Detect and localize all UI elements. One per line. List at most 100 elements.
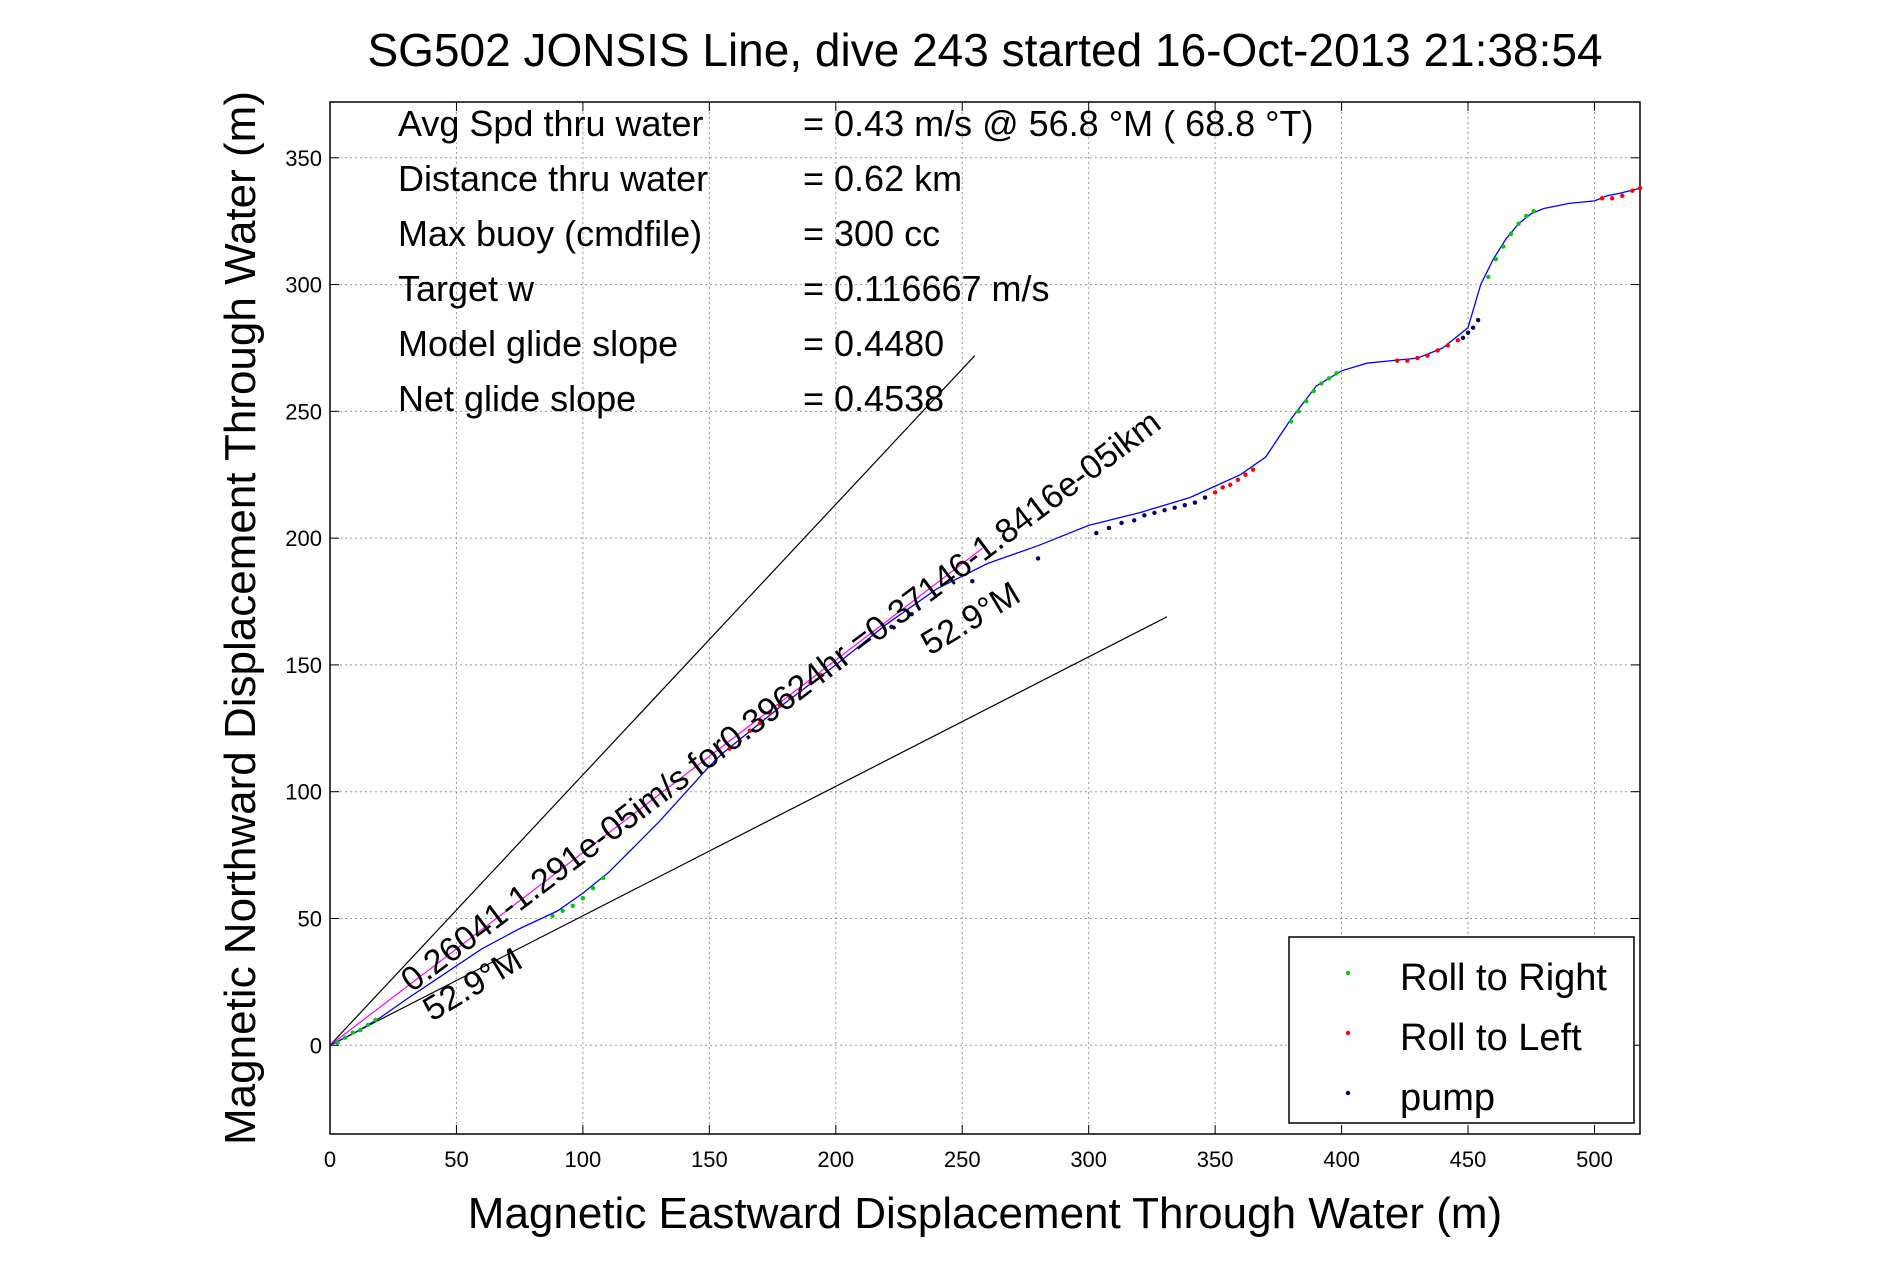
data-point (1630, 188, 1635, 193)
data-point (342, 1035, 348, 1040)
stat-label: Net glide slope (398, 378, 636, 419)
data-point (1319, 381, 1324, 386)
x-tick-label: 50 (444, 1147, 468, 1172)
legend-label: Roll to Left (1400, 1017, 1582, 1059)
data-point (1311, 388, 1316, 394)
legend: Roll to Right Roll to Left pump (1288, 936, 1635, 1124)
data-point (1228, 482, 1233, 488)
data-point (1516, 221, 1521, 226)
data-point (570, 903, 575, 908)
data-point (1296, 409, 1301, 414)
data-point (1172, 505, 1177, 510)
data-point (580, 895, 586, 901)
x-tick-label: 200 (817, 1147, 854, 1172)
data-point (1250, 467, 1256, 472)
data-point (808, 680, 813, 685)
stat-value: = 300 cc (803, 213, 940, 254)
x-tick-label: 300 (1070, 1147, 1107, 1172)
data-point (600, 875, 606, 881)
data-point (550, 913, 555, 919)
y-tick-label: 350 (285, 146, 322, 171)
y-tick-label: 200 (285, 526, 322, 551)
stat-label: Max buoy (cmdfile) (398, 213, 702, 254)
data-point (1493, 257, 1499, 262)
stat-label: Target w (398, 268, 535, 309)
data-point (737, 738, 742, 744)
data-point (1243, 472, 1248, 477)
data-point (788, 695, 793, 701)
data-point (1132, 518, 1137, 523)
data-point (767, 710, 773, 716)
data-point (1035, 556, 1041, 561)
data-point (1192, 500, 1198, 505)
data-point (1523, 213, 1529, 219)
stats-block: Avg Spd thru water = 0.43 m/s @ 56.8 °M … (398, 103, 1314, 419)
data-point (1220, 485, 1225, 490)
data-point (1445, 343, 1450, 348)
data-point (1152, 510, 1157, 515)
x-tick-label: 450 (1450, 1147, 1487, 1172)
y-tick-label: 250 (285, 399, 322, 424)
data-point (1106, 525, 1112, 531)
reference-line-wedge-lower (329, 616, 1168, 1046)
reference-line-current-vector (329, 547, 983, 1046)
data-point (335, 1040, 340, 1045)
stat-value: = 0.43 m/s @ 56.8 °M ( 68.8 °T) (803, 103, 1314, 144)
data-point (1435, 348, 1440, 353)
data-point (777, 703, 783, 708)
legend-marker (1345, 970, 1351, 976)
x-tick-label: 250 (944, 1147, 981, 1172)
reference-lines (329, 355, 1168, 1046)
data-point (1460, 335, 1466, 341)
data-point (1531, 208, 1536, 214)
legend-label: Roll to Right (1400, 957, 1607, 999)
data-point (1620, 193, 1625, 199)
stat-value: = 0.116667 m/s (803, 268, 1050, 309)
y-tick-label: 100 (285, 780, 322, 805)
data-point (1486, 274, 1491, 280)
track (329, 187, 1641, 1046)
x-tick-label: 0 (324, 1147, 336, 1172)
data-point (1212, 490, 1218, 495)
data-point (818, 672, 823, 678)
x-tick-label: 400 (1323, 1147, 1360, 1172)
data-point (1455, 338, 1461, 343)
y-tick-label: 50 (298, 906, 322, 931)
data-point (1415, 355, 1420, 361)
data-point (1119, 520, 1124, 526)
stat-label: Distance thru water (398, 158, 708, 199)
data-point (1326, 376, 1332, 381)
stat-value: = 0.4538 (803, 378, 944, 419)
stat-label: Model glide slope (398, 323, 678, 364)
data-point (747, 728, 753, 734)
chart-title: SG502 JONSIS Line, dive 243 started 16-O… (367, 24, 1602, 76)
y-axis-label: Magnetic Northward Displacement Through … (216, 91, 265, 1145)
y-tick-label: 0 (310, 1033, 322, 1058)
data-point (909, 611, 914, 617)
data-points (335, 186, 1643, 1045)
data-point (350, 1030, 355, 1035)
data-point (358, 1027, 363, 1033)
data-point (1182, 502, 1187, 508)
legend-label: pump (1400, 1077, 1495, 1119)
data-point (1470, 325, 1476, 330)
data-point (798, 688, 803, 693)
x-tick-label: 500 (1576, 1147, 1613, 1172)
data-point (727, 746, 732, 751)
legend-marker (1345, 1030, 1351, 1036)
data-point (1094, 530, 1099, 536)
stat-value: = 0.62 km (803, 158, 962, 199)
x-tick-label: 150 (691, 1147, 728, 1172)
stat-label: Avg Spd thru water (398, 103, 704, 144)
data-point (1637, 186, 1643, 191)
data-point (970, 579, 975, 584)
y-tick-label: 300 (285, 273, 322, 298)
data-point (1425, 353, 1430, 358)
data-point (1508, 231, 1514, 237)
data-point (1288, 419, 1294, 424)
data-point (1475, 317, 1481, 323)
data-point (1162, 508, 1167, 513)
data-point (1405, 358, 1410, 363)
data-point (590, 885, 596, 891)
